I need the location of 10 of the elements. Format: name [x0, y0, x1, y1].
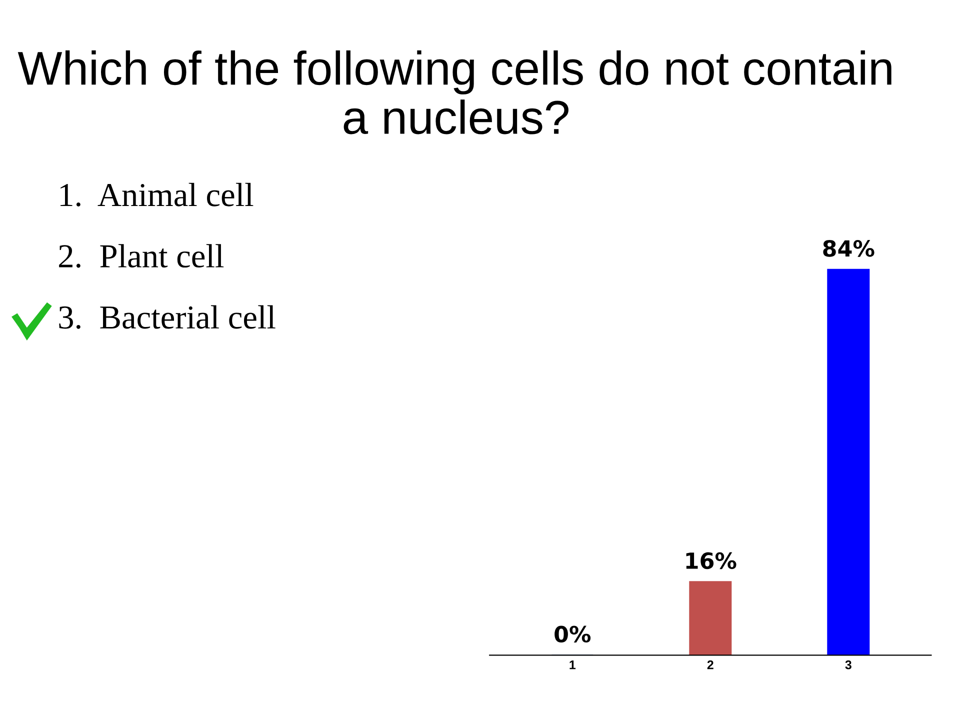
text: 3. Bacterial cell: [59, 305, 276, 329]
text: 2. Plant cell: [59, 244, 224, 268]
data-label: 16%: [686, 552, 736, 570]
text: 1. Animal cell: [60, 182, 254, 206]
x-tick-label: 1: [570, 660, 576, 670]
x-tick-label: 2: [707, 660, 714, 670]
x-tick-label: 3: [845, 660, 852, 670]
data-label: 84%: [823, 240, 874, 257]
data-label: 0%: [554, 626, 591, 643]
chart-title: Which of the following cells do not contain a nucleus?: [18, 50, 892, 134]
